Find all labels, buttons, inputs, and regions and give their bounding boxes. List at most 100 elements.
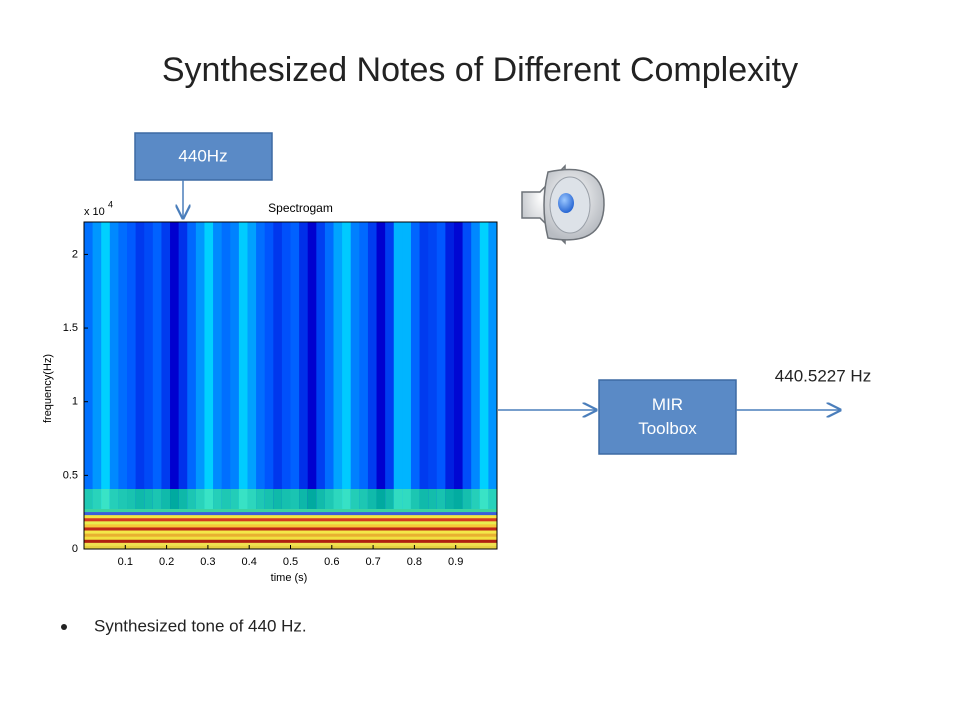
- spectrogram-column-low: [101, 489, 111, 509]
- spectrogram-column: [221, 222, 231, 509]
- spectrogram-band: [84, 539, 497, 544]
- slide-title: Synthesized Notes of Different Complexit…: [162, 51, 798, 89]
- spectrogram-column-low: [290, 489, 300, 509]
- spectrogram-column-low: [488, 489, 498, 509]
- spectrogram-column: [462, 222, 472, 509]
- y-tick-label: 0: [72, 543, 78, 555]
- x-tick-label: 0.5: [283, 556, 298, 568]
- spectrogram-column-low: [144, 489, 154, 509]
- exponent-base: x 10: [84, 206, 105, 218]
- spectrogram-column: [402, 222, 412, 509]
- spectrogram-column: [281, 222, 291, 509]
- spectrogram-column-low: [247, 489, 257, 509]
- spectrogram-column-low: [299, 489, 309, 509]
- spectrogram-column-low: [393, 489, 403, 509]
- spectrogram-column-low: [350, 489, 360, 509]
- spectrogram-column-low: [238, 489, 248, 509]
- spectrogram-column-low: [376, 489, 386, 509]
- spectrogram-column: [445, 222, 455, 509]
- spectrogram-column-low: [316, 489, 326, 509]
- x-tick-label: 0.3: [200, 556, 215, 568]
- spectrogram-column: [230, 222, 240, 509]
- spectrogram-column-low: [204, 489, 214, 509]
- spectrogram-column: [187, 222, 197, 509]
- spectrogram-column-low: [410, 489, 421, 509]
- spectrogram-column-low: [178, 489, 188, 509]
- exponent-power: 4: [108, 199, 113, 209]
- spectrogram-column-low: [256, 489, 266, 509]
- spectrogram-column: [488, 222, 498, 509]
- x-tick-label: 0.1: [118, 556, 133, 568]
- spectrogram-column-low: [445, 489, 455, 509]
- spectrogram-column-low: [419, 489, 429, 509]
- x-tick-label: 0.7: [365, 556, 380, 568]
- spectrogram-band: [84, 524, 497, 528]
- x-tick-label: 0.6: [324, 556, 339, 568]
- spectrogram-column: [299, 222, 309, 509]
- spectrogram-column-low: [367, 489, 378, 509]
- result-label: 440.5227 Hz: [775, 366, 871, 385]
- speaker-icon[interactable]: [521, 164, 605, 245]
- spectrogram-column: [118, 222, 128, 509]
- spectrogram-column-low: [479, 489, 489, 509]
- x-tick-label: 0.2: [159, 556, 174, 568]
- spectrogram-column: [161, 222, 171, 509]
- spectrogram-column: [101, 222, 111, 509]
- x-tick-label: 0.8: [407, 556, 422, 568]
- spectrogram-column: [290, 222, 300, 509]
- x-tick-label: 0.4: [242, 556, 257, 568]
- spectrogram-column-low: [324, 489, 335, 509]
- spectrogram-column-low: [109, 489, 119, 509]
- spectrogram-column-low: [264, 489, 274, 509]
- bullet-text: Synthesized tone of 440 Hz.: [94, 616, 307, 635]
- spectrogram-column: [178, 222, 188, 509]
- spectrogram-column-low: [187, 489, 197, 509]
- spectrogram-column: [213, 222, 223, 509]
- spectrogram-column: [92, 222, 102, 509]
- spectrogram-column: [324, 222, 335, 509]
- spectrogram-column: [109, 222, 119, 509]
- spectrogram-column: [127, 222, 137, 509]
- bullet-list: Synthesized tone of 440 Hz.: [61, 616, 307, 635]
- spectrogram-column-low: [342, 489, 352, 509]
- spectrogram-column: [238, 222, 248, 509]
- spectrogram-column-low: [170, 489, 180, 509]
- spectrogram-column: [195, 222, 205, 509]
- spectrogram-column: [170, 222, 180, 509]
- spectrogram-column: [84, 222, 94, 509]
- spectrogram-column: [393, 222, 403, 509]
- spectrogram-band: [84, 512, 497, 516]
- spectrogram-band: [84, 518, 497, 522]
- bullet-dot: [61, 624, 67, 630]
- spectrogram-column-low: [385, 489, 395, 509]
- spectrogram-column-low: [118, 489, 128, 509]
- spectrogram-column-low: [281, 489, 291, 509]
- spectrogram-column: [471, 222, 481, 509]
- spectrogram-column-low: [436, 489, 446, 509]
- spectrogram-column: [333, 222, 343, 509]
- spectrogram-column: [342, 222, 352, 509]
- spectrogram-column-low: [84, 489, 94, 509]
- spectrogram-column-low: [402, 489, 412, 509]
- spectrogram-column: [367, 222, 378, 509]
- spectrogram-column: [247, 222, 257, 509]
- spectrogram-column: [273, 222, 283, 509]
- spectrogram-column: [135, 222, 145, 509]
- x-tick-label: 0.9: [448, 556, 463, 568]
- mir-box-label: MIR Toolbox: [638, 395, 697, 438]
- spectrogram: 0.1 0.2 0.3 0.4 0.5 0.6 0.7 0.8 0.9 0 0.5 1 1.5 2 Spec…: [42, 199, 498, 584]
- spectrogram-image: [84, 222, 498, 550]
- spectrogram-band: [84, 509, 497, 513]
- spectrogram-band: [84, 521, 497, 525]
- y-axis-label: frequency(Hz): [42, 354, 54, 423]
- spectrogram-column: [453, 222, 464, 509]
- spectrogram-column: [359, 222, 369, 509]
- plot-title: Spectrogam: [268, 201, 333, 215]
- mir-box-text-holder: MIR Toolbox: [638, 395, 697, 438]
- spectrogram-column-low: [230, 489, 240, 509]
- spectrogram-column-low: [359, 489, 369, 509]
- spectrogram-band: [84, 536, 497, 541]
- spectrogram-column-low: [453, 489, 464, 509]
- spectrogram-column-low: [127, 489, 137, 509]
